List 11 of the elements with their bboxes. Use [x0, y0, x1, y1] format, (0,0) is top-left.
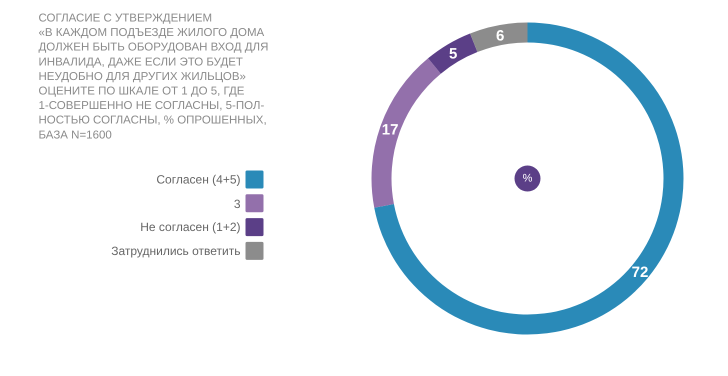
data-label: 5 [449, 45, 458, 62]
data-label: 72 [632, 264, 648, 282]
data-label: 6 [496, 28, 504, 45]
legend-label: Согласен (4+5) [156, 172, 241, 186]
text: ОЦЕНИТЕ ПО ШКАЛЕ ОТ 1 ДО 5, ГДЕ 1-СОВЕРШЕННО НЕ СОГЛАСНЫ, 5-ПОЛ- НОСТЬЮ СОГЛАСНЫ, % ОПРОШЕННЫХ, БАЗА N=1600 [38, 86, 267, 142]
text: % [522, 172, 533, 184]
legend-label: 3 [234, 196, 241, 211]
data-label: 17 [382, 122, 398, 139]
legend-label: Затруднились ответить [111, 244, 241, 258]
text: СОГЛАСИЕ С УТВЕРЖДЕНИЕМ «В КАЖДОМ ПОДЪЕЗДЕ ЖИЛОГО ДОМА ДОЛЖЕН БЫТЬ ОБОРУДОВАН ВХОД ДЛЯ ИНВАЛИДА, ДАЖЕ ЕСЛИ ЭТО БУДЕТ НЕУДОБНО ДЛЯ ДРУГИХ ЖИЛЬЦОВ» [38, 12, 268, 83]
legend-label: Не согласен (1+2) [140, 220, 241, 234]
